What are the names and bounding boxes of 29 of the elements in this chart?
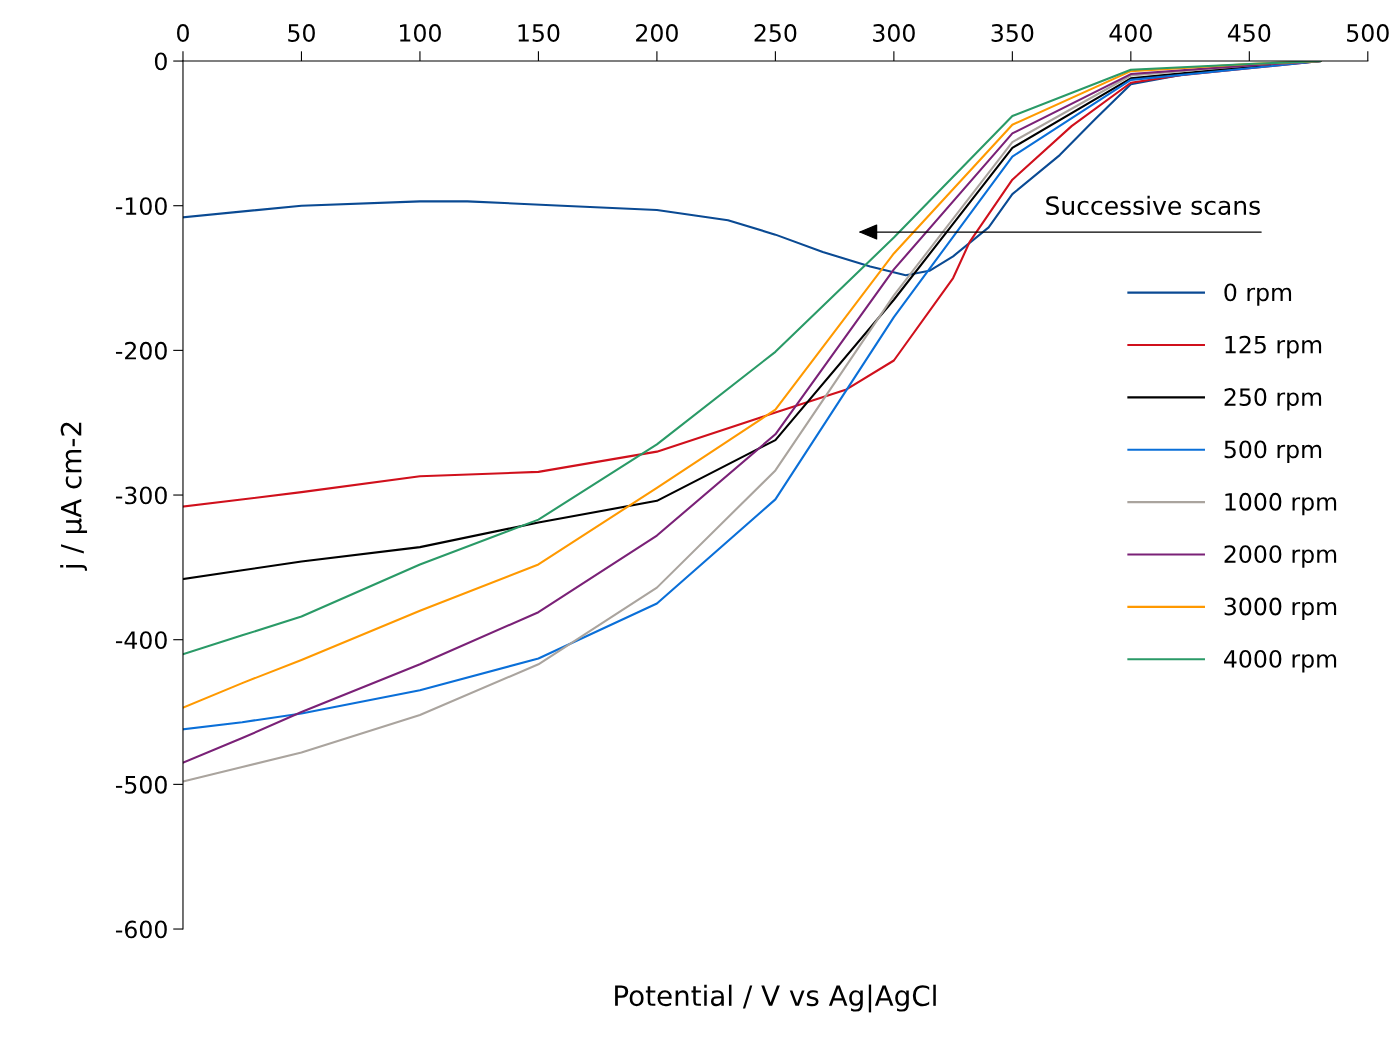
legend-label: 250 rpm: [1224, 388, 1322, 411]
y-tick-label: 0: [154, 52, 167, 71]
x-tick-label: 50: [288, 24, 315, 42]
y-tick-label: -100: [115, 197, 167, 216]
x-tick-label: 450: [1227, 24, 1271, 42]
y-tick-label: -400: [115, 631, 167, 650]
legend-label: 3000 rpm: [1224, 597, 1337, 621]
x-tick-label: 300: [873, 24, 915, 42]
x-tick-label: 250: [754, 24, 797, 42]
x-tick-label: 350: [991, 24, 1034, 42]
annotation: Successive scans: [1046, 195, 1260, 216]
x-tick-label: 400: [1109, 24, 1152, 42]
x-axis-title: Potential / V vs Ag|AgCl: [615, 984, 936, 1013]
x-tick-label: 100: [400, 24, 441, 42]
legend-label: 2000 rpm: [1224, 545, 1337, 568]
y-tick-label: -200: [115, 341, 167, 360]
legend-label: 125 rpm: [1225, 335, 1322, 359]
y-tick-label: -600: [115, 920, 167, 939]
legend-label: 1000 rpm: [1225, 492, 1337, 516]
x-tick-label: 500: [1347, 24, 1389, 42]
x-tick-label: 200: [636, 24, 678, 42]
legend-label: 4000 rpm: [1223, 649, 1337, 673]
y-tick-label: -500: [115, 775, 167, 794]
x-tick-label: 150: [518, 24, 560, 42]
x-tick-label: 0: [177, 24, 189, 42]
y-axis-title: j / μA cm-2: [60, 422, 88, 571]
y-tick-label: -300: [115, 486, 167, 505]
legend-label: 500 rpm: [1224, 440, 1322, 463]
legend-label: 0 rpm: [1224, 283, 1292, 306]
